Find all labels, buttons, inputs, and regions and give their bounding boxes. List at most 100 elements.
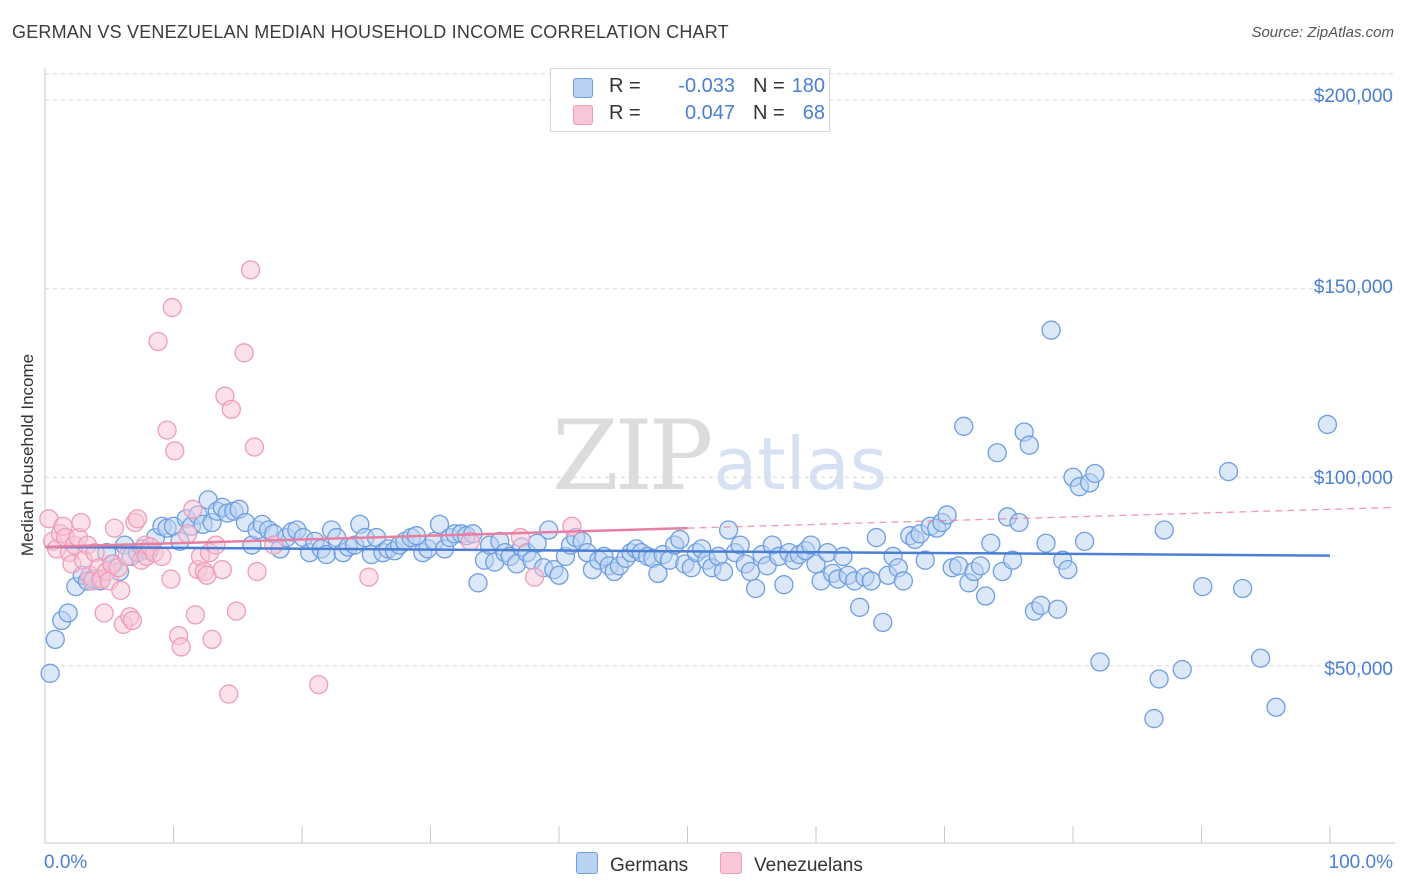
german-point [648, 563, 668, 584]
venezuelan-point [247, 561, 267, 582]
y-tick-label: $200,000 [1313, 86, 1393, 107]
venezuelan-point [359, 567, 379, 587]
german-point [1019, 435, 1039, 455]
r-label: R = [609, 75, 641, 97]
german-point [40, 663, 60, 683]
n-value: 180 [791, 75, 825, 97]
german-point [1036, 533, 1056, 553]
german-point [745, 578, 766, 599]
venezuelan-point [148, 331, 168, 352]
german-point [1009, 512, 1029, 533]
n-value: 68 [802, 102, 825, 124]
german-point [1218, 461, 1239, 482]
watermark-atlas: atlas [713, 422, 888, 506]
german-point [1266, 697, 1286, 717]
venezuelan-point [226, 601, 247, 621]
venezuelan-point [234, 343, 254, 363]
y-tick-label: $100,000 [1313, 468, 1393, 489]
venezuelan-point [165, 441, 185, 461]
german-point [1090, 652, 1110, 672]
german-point [861, 571, 881, 591]
venezuelan-point [71, 512, 91, 533]
x-tick-label-end: 100.0% [1328, 852, 1393, 873]
venezuelan-point [524, 567, 545, 587]
venezuelan-point [221, 399, 241, 420]
german-point [981, 533, 1001, 553]
german-point [549, 565, 569, 585]
venezuelans-swatch [573, 105, 593, 125]
german-point [429, 514, 450, 535]
r-label: R = [609, 102, 641, 124]
n-label: N = [753, 102, 785, 124]
german-point [975, 586, 996, 606]
german-point [1047, 599, 1068, 619]
venezuelan-point [309, 674, 329, 695]
german-point [873, 612, 893, 633]
germans-legend-swatch [576, 852, 598, 874]
german-point [915, 550, 935, 570]
german-point [1002, 550, 1023, 570]
german-point [740, 561, 761, 582]
venezuelan-point [264, 535, 284, 555]
venezuelan-point [157, 420, 177, 440]
venezuelan-point [152, 546, 172, 567]
watermark-zip: ZIP [552, 400, 713, 512]
germans-trend-line [44, 545, 1331, 557]
german-point [1193, 576, 1213, 597]
venezuelan-point [122, 610, 143, 631]
german-point [1250, 648, 1271, 668]
german-point [45, 629, 65, 650]
r-value: 0.047 [684, 102, 735, 124]
german-point [718, 520, 739, 540]
german-point [970, 556, 991, 576]
venezuelan-point [111, 580, 131, 601]
venezuelans-legend-swatch [720, 852, 742, 874]
german-point [713, 561, 734, 582]
german-point [987, 443, 1007, 463]
stats-legend: R = -0.033 N = 180 R = 0.047 N = 68 [550, 68, 830, 132]
venezuelan-point [171, 637, 191, 657]
venezuelan-point [162, 297, 182, 318]
venezuelan-point [161, 569, 181, 589]
german-point [850, 597, 870, 617]
y-tick-label: $50,000 [1324, 659, 1393, 680]
german-point [1058, 559, 1078, 580]
german-point [1232, 578, 1253, 599]
german-point [893, 571, 914, 591]
y-tick-label: $150,000 [1313, 277, 1393, 298]
venezuelan-point [127, 509, 148, 529]
venezuelan-point [244, 437, 265, 457]
german-point [1144, 708, 1164, 729]
germans-swatch [573, 78, 593, 98]
german-point [954, 416, 974, 436]
legend-item-venezuelans: Venezuelans [720, 852, 863, 877]
german-point [801, 535, 821, 555]
venezuelan-point [183, 499, 203, 519]
venezuelans-trend-extension [687, 506, 1396, 529]
x-tick-label-start: 0.0% [44, 852, 88, 873]
venezuelan-point [510, 527, 531, 548]
german-point [937, 505, 957, 525]
german-point [730, 535, 750, 555]
legend-item-germans: Germans [576, 852, 688, 877]
german-point [58, 603, 78, 623]
r-value: -0.033 [678, 75, 735, 97]
y-axis-label: Median Household Income [18, 353, 37, 557]
german-point [1317, 414, 1338, 435]
watermark: ZIPatlas [552, 400, 887, 512]
german-point [1041, 320, 1061, 340]
german-point [833, 546, 853, 567]
german-point [1074, 531, 1095, 551]
german-point [866, 527, 887, 548]
source-label: Source: ZipAtlas.com [1251, 24, 1394, 41]
germans-legend-label: Germans [610, 855, 689, 876]
venezuelan-point [177, 524, 198, 544]
venezuelan-point [104, 518, 125, 538]
venezuelans-legend-label: Venezuelans [754, 855, 863, 876]
venezuelan-point [94, 603, 114, 623]
chart-title: GERMAN VS VENEZUELAN MEDIAN HOUSEHOLD IN… [12, 22, 729, 42]
venezuelan-point [212, 559, 232, 580]
venezuelan-point [219, 684, 239, 704]
german-point [1085, 463, 1105, 484]
venezuelans-trend-line [44, 526, 688, 549]
